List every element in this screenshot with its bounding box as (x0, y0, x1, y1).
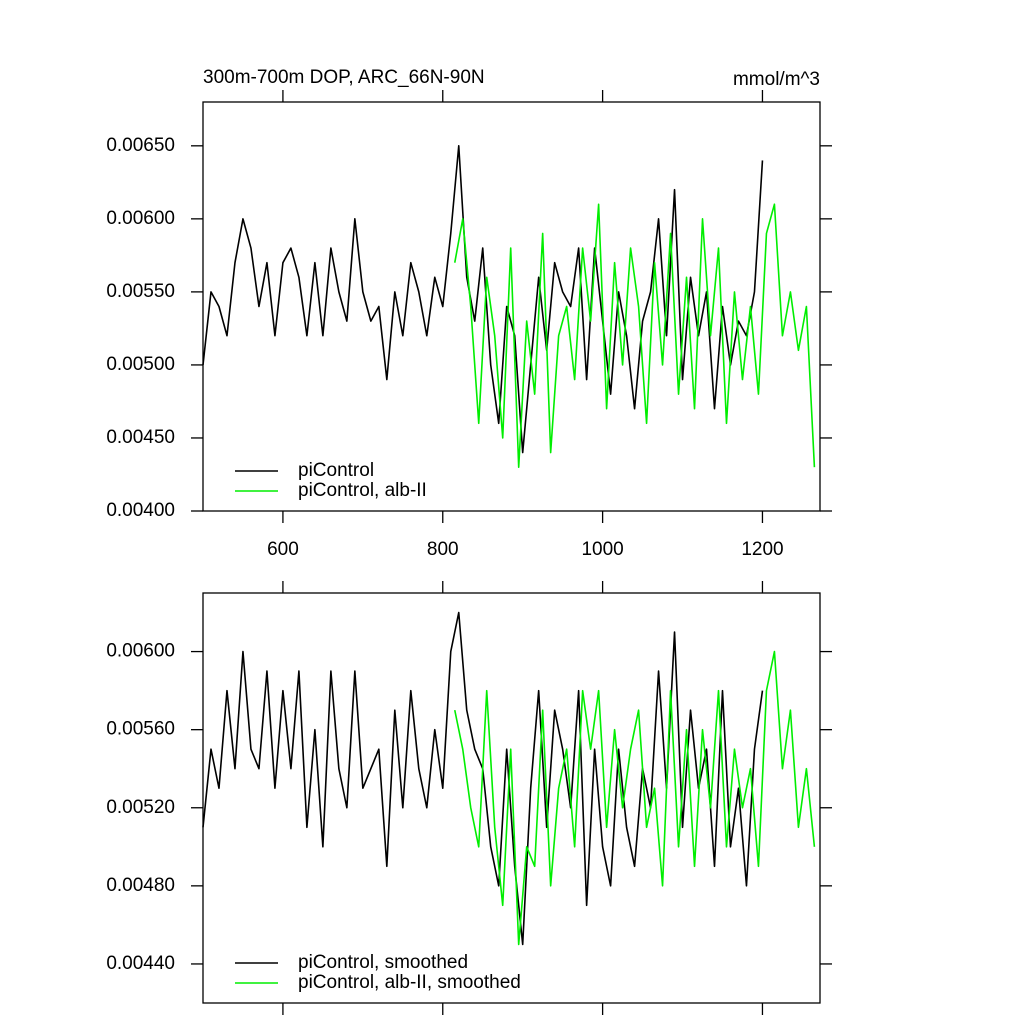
legend-label: piControl, smoothed (298, 952, 468, 973)
y-tick-label: 0.00480 (106, 875, 175, 896)
y-tick-label: 0.00400 (106, 500, 175, 521)
x-tick-label: 1000 (581, 539, 623, 560)
y-tick-label: 0.00560 (106, 719, 175, 740)
series-line (453, 650, 816, 946)
chart-title: 300m-700m DOP, ARC_66N-90N (203, 67, 485, 88)
x-tick-label: 1200 (741, 539, 783, 560)
y-tick-label: 0.00650 (106, 135, 175, 156)
y-tick-label: 0.00450 (106, 427, 175, 448)
plot-frame (202, 592, 821, 1004)
y-tick-label: 0.00600 (106, 641, 175, 662)
legend-label: piControl (298, 460, 374, 481)
plot-frame (202, 101, 821, 512)
legend-label: piControl, alb-II, smoothed (298, 972, 521, 993)
y-tick-label: 0.00600 (106, 208, 175, 229)
x-tick-label: 600 (267, 539, 299, 560)
y-tick-label: 0.00520 (106, 797, 175, 818)
series-line (453, 203, 816, 468)
x-tick-label: 800 (427, 539, 459, 560)
y-tick-label: 0.00440 (106, 953, 175, 974)
y-tick-label: 0.00500 (106, 354, 175, 375)
series-line (202, 145, 764, 454)
units-label: mmol/m^3 (733, 69, 820, 90)
legend-label: piControl, alb-II (298, 480, 427, 501)
y-tick-label: 0.00550 (106, 281, 175, 302)
